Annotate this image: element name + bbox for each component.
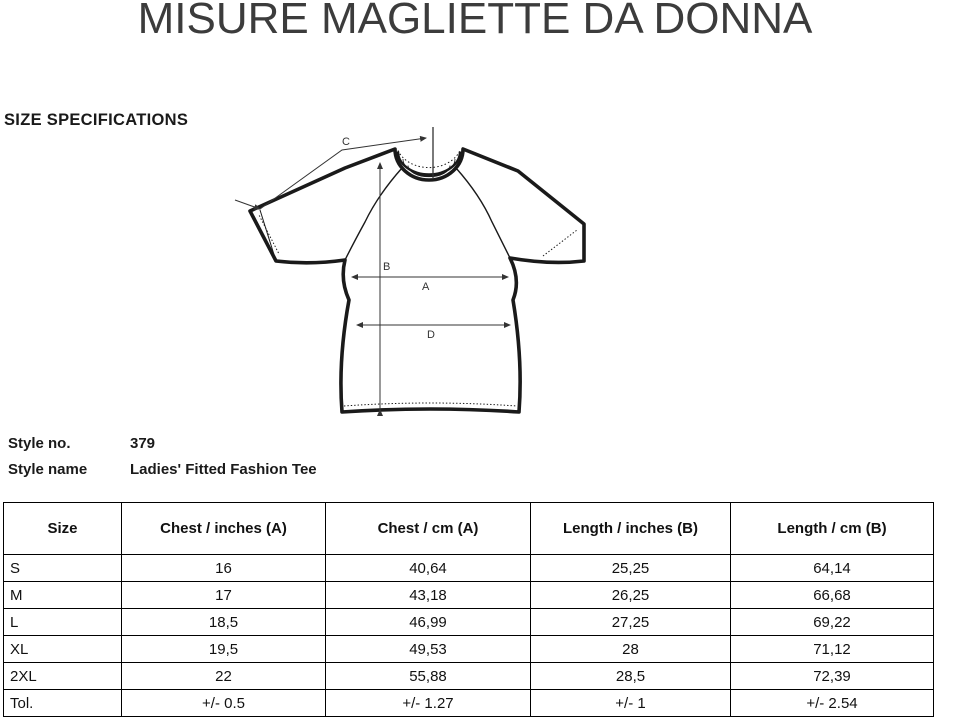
svg-text:D: D	[427, 329, 435, 341]
svg-text:C: C	[342, 136, 350, 148]
svg-text:A: A	[422, 281, 430, 293]
svg-text:B: B	[383, 261, 390, 273]
